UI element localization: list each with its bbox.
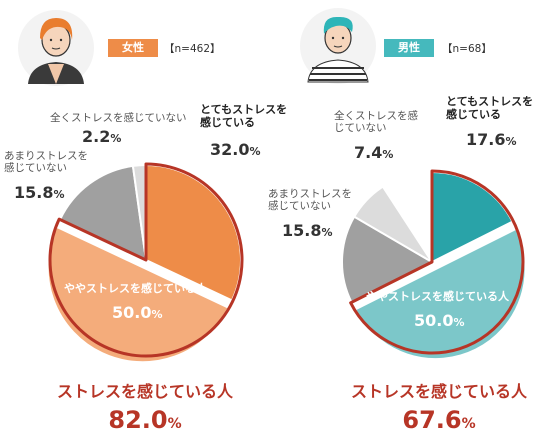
male-summary-value: 67.6% xyxy=(402,406,476,434)
male-avatar-icon xyxy=(300,8,376,84)
female-very-label: とてもストレスを感じている xyxy=(200,103,288,129)
male-somewhat-label: ややストレスを感じている人 xyxy=(366,290,509,303)
female-summary-label: ストレスを感じている人 xyxy=(56,382,233,401)
female-somewhat-label: ややストレスを感じている人 xyxy=(64,282,207,295)
female-badge: 女性 xyxy=(108,39,158,57)
female-stressed-outline xyxy=(48,162,244,358)
female-none-value: 2.2% xyxy=(82,127,122,146)
male-slice-none xyxy=(352,185,433,263)
female-avatar-icon xyxy=(18,10,94,86)
male-stressed-outline xyxy=(349,169,525,355)
male-slice-little xyxy=(341,215,435,304)
male-sample-size: 【n=68】 xyxy=(442,43,492,55)
male-badge: 男性 xyxy=(384,39,434,57)
male-little-label: あまりストレスを感じていない xyxy=(268,188,352,213)
male-very-value: 17.6% xyxy=(466,130,517,149)
male-somewhat-value: 50.0% xyxy=(414,311,465,330)
female-summary: ストレスを感じている人 82.0% xyxy=(50,378,240,434)
male-summary: ストレスを感じている人 67.6% xyxy=(344,378,534,434)
female-little-value: 15.8% xyxy=(14,183,65,202)
female-summary-value: 82.0% xyxy=(108,406,182,434)
female-little-label: あまりストレスを感じていない xyxy=(4,150,88,175)
male-summary-label: ストレスを感じている人 xyxy=(350,382,527,401)
female-slice-little xyxy=(58,164,148,262)
female-very-value: 32.0% xyxy=(210,140,261,159)
male-slice-somewhat xyxy=(353,227,527,361)
female-somewhat-value: 50.0% xyxy=(112,303,163,322)
male-very-label: とてもストレスを感じている xyxy=(446,95,534,121)
male-none-label: 全くストレスを感じていない xyxy=(334,110,418,135)
female-slice-somewhat xyxy=(46,225,230,364)
female-none-label: 全くストレスを感じていない xyxy=(50,112,187,124)
male-none-value: 7.4% xyxy=(354,143,394,162)
male-little-value: 15.8% xyxy=(282,221,333,240)
female-sample-size: 【n=462】 xyxy=(164,43,221,55)
